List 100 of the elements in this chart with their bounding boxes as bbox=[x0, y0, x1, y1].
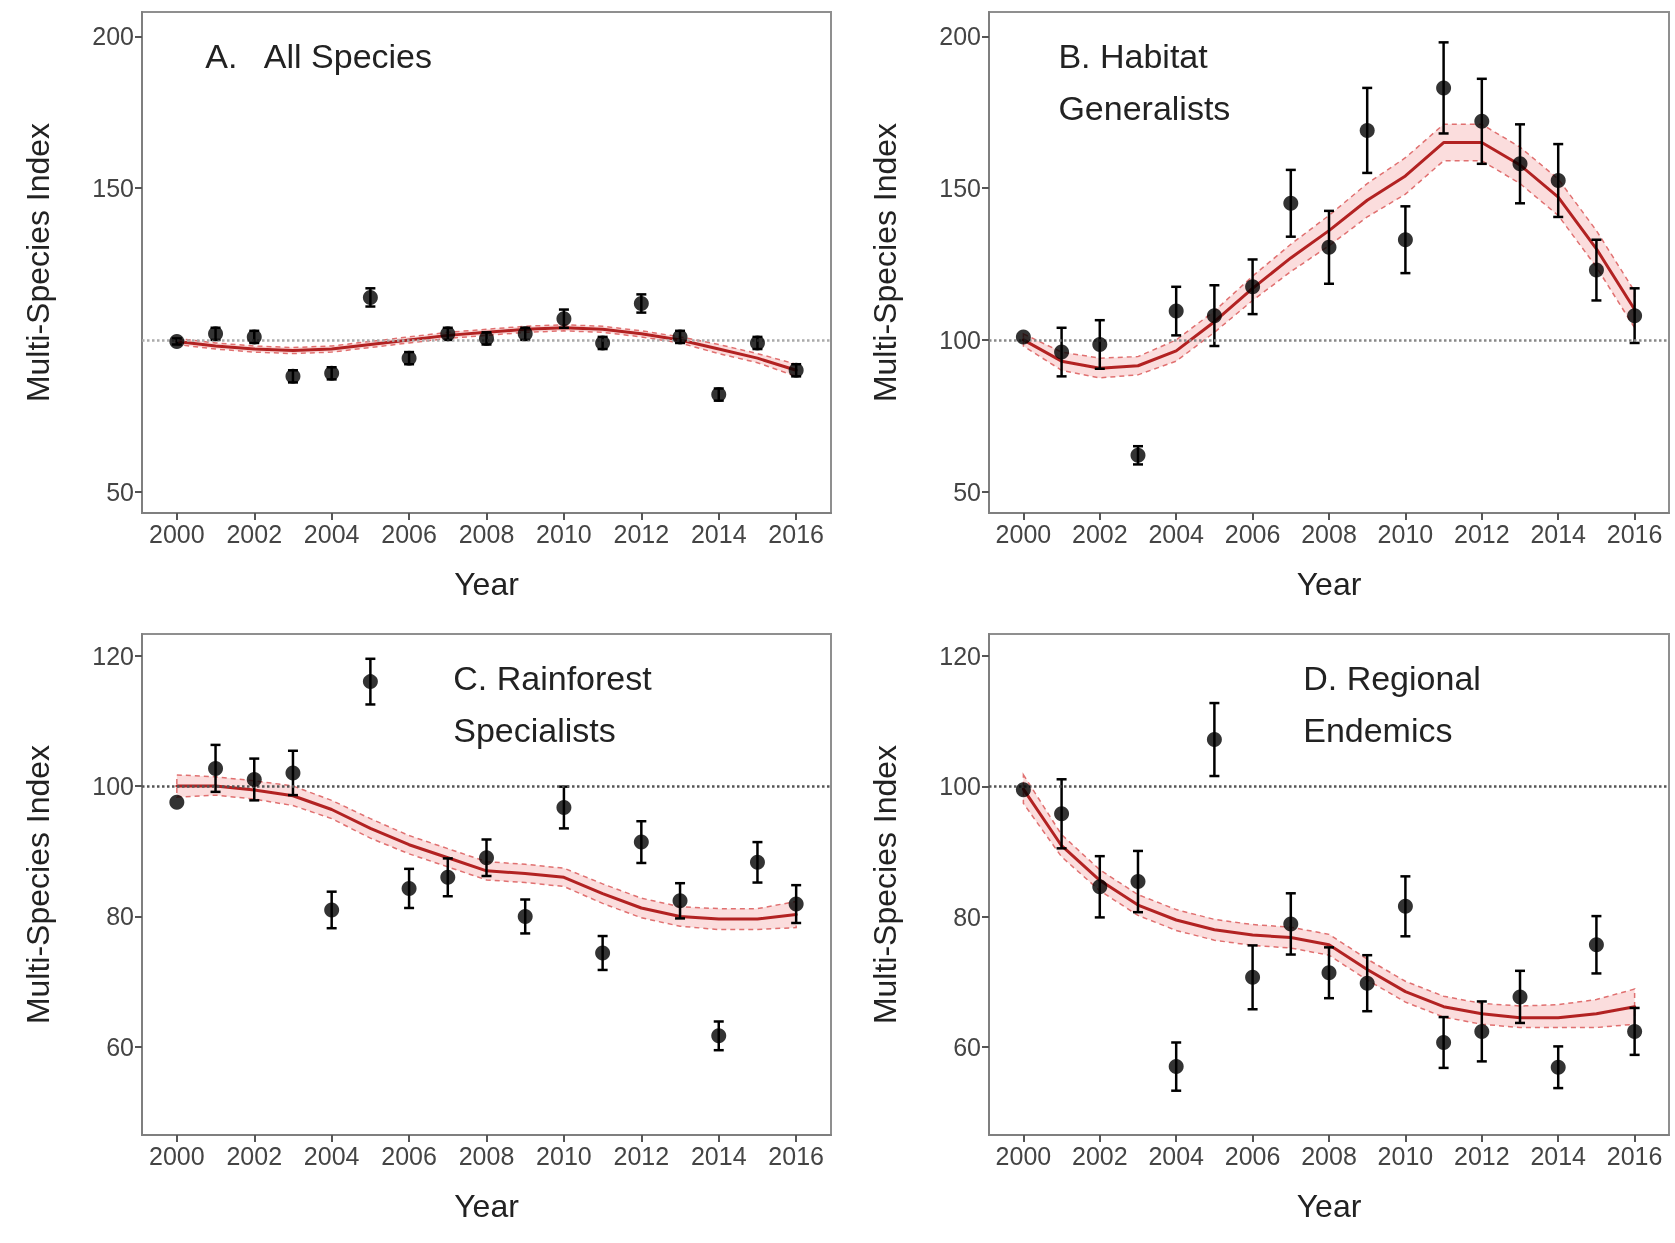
y-tick-label: 80 bbox=[953, 902, 981, 931]
point bbox=[1512, 989, 1528, 1005]
x-axis-title: Year bbox=[1296, 1188, 1362, 1224]
x-tick-label: 2010 bbox=[536, 519, 592, 548]
x-axis-title: Year bbox=[454, 566, 520, 602]
y-tick-label: 50 bbox=[106, 477, 134, 506]
y-tick-label: 200 bbox=[939, 22, 981, 51]
x-tick-label: 2008 bbox=[1301, 1141, 1357, 1170]
point bbox=[1550, 1059, 1566, 1075]
x-tick-label: 2004 bbox=[1148, 519, 1205, 548]
point bbox=[1397, 232, 1413, 248]
point bbox=[169, 333, 185, 349]
point bbox=[401, 880, 417, 896]
point bbox=[788, 896, 804, 912]
text: D. Regional Endemics bbox=[1303, 659, 1491, 749]
x-tick-label: 2000 bbox=[995, 1141, 1052, 1170]
point bbox=[517, 908, 533, 924]
y-tick-label: 100 bbox=[939, 772, 981, 801]
x-tick-label: 2014 bbox=[1530, 1141, 1587, 1170]
y-tick-label: 200 bbox=[92, 22, 134, 51]
x-tick-label: 2002 bbox=[1071, 1141, 1128, 1170]
x-tick-label: 2010 bbox=[1377, 1141, 1434, 1170]
y-tick-label: 60 bbox=[106, 1032, 134, 1061]
point bbox=[1359, 122, 1375, 138]
x-tick-label: 2012 bbox=[613, 1141, 670, 1170]
point bbox=[1092, 879, 1108, 895]
x-tick-label: 2014 bbox=[1530, 519, 1587, 548]
point bbox=[1283, 916, 1299, 932]
y-tick-label: 50 bbox=[953, 477, 981, 506]
y-tick-label: 60 bbox=[953, 1033, 981, 1062]
point bbox=[1627, 308, 1643, 324]
point bbox=[1474, 113, 1490, 129]
point bbox=[1054, 806, 1070, 822]
x-tick-label: 2006 bbox=[1224, 1141, 1281, 1170]
point bbox=[556, 800, 572, 816]
x-tick-label: 2004 bbox=[1148, 1141, 1205, 1170]
x-tick-label: 2016 bbox=[1606, 1141, 1663, 1170]
y-axis-title: Multi-Species Index bbox=[867, 744, 903, 1025]
point bbox=[1321, 965, 1337, 981]
point bbox=[633, 834, 649, 850]
x-axis-title: Year bbox=[454, 1188, 520, 1224]
x-tick-label: 2016 bbox=[768, 519, 824, 548]
point bbox=[324, 902, 340, 918]
point bbox=[1130, 874, 1146, 890]
point bbox=[749, 854, 765, 870]
point bbox=[711, 1028, 727, 1044]
x-tick-label: 2002 bbox=[226, 519, 283, 548]
y-tick-label: 100 bbox=[939, 325, 981, 354]
point bbox=[1168, 303, 1184, 319]
x-axis-title: Year bbox=[1296, 566, 1362, 602]
text: C. Rainforest Specialists bbox=[453, 659, 662, 749]
point bbox=[169, 794, 185, 810]
x-tick-label: 2008 bbox=[458, 519, 515, 548]
point bbox=[362, 674, 378, 690]
x-tick-label: 2000 bbox=[149, 1141, 205, 1170]
y-axis-title: Multi-Species Index bbox=[20, 122, 56, 403]
point bbox=[1092, 336, 1108, 352]
y-axis-title: Multi-Species Index bbox=[20, 744, 56, 1025]
point bbox=[1321, 239, 1337, 255]
point bbox=[1436, 1034, 1452, 1050]
point bbox=[1588, 262, 1604, 278]
x-tick-label: 2008 bbox=[458, 1141, 515, 1170]
x-tick-label: 2000 bbox=[995, 519, 1052, 548]
point bbox=[1550, 173, 1566, 189]
point bbox=[1627, 1023, 1643, 1039]
y-tick-label: 120 bbox=[92, 641, 134, 670]
x-tick-label: 2014 bbox=[690, 1141, 747, 1170]
x-tick-label: 2014 bbox=[690, 519, 747, 548]
point bbox=[1283, 195, 1299, 211]
point bbox=[440, 869, 456, 885]
point bbox=[285, 765, 301, 781]
point bbox=[1588, 937, 1604, 953]
x-tick-label: 2012 bbox=[1454, 1141, 1510, 1170]
point bbox=[1168, 1059, 1184, 1075]
text: A. All Species bbox=[205, 37, 433, 75]
point bbox=[1206, 732, 1222, 748]
point bbox=[1015, 329, 1031, 345]
point bbox=[1206, 308, 1222, 324]
point bbox=[1245, 969, 1261, 985]
x-tick-label: 2002 bbox=[1071, 519, 1128, 548]
point bbox=[1397, 898, 1413, 914]
point bbox=[672, 893, 688, 909]
point bbox=[1245, 279, 1261, 295]
x-tick-label: 2002 bbox=[226, 1141, 283, 1170]
x-tick-label: 2006 bbox=[1224, 519, 1281, 548]
x-tick-label: 2010 bbox=[536, 1141, 592, 1170]
x-tick-label: 2012 bbox=[613, 519, 670, 548]
x-tick-label: 2016 bbox=[1606, 519, 1663, 548]
y-tick-label: 150 bbox=[939, 174, 981, 203]
point bbox=[1436, 80, 1452, 96]
y-axis-title: Multi-Species Index bbox=[867, 122, 903, 403]
point bbox=[246, 771, 262, 787]
point bbox=[595, 945, 611, 961]
x-tick-label: 2004 bbox=[303, 1141, 360, 1170]
x-tick-label: 2006 bbox=[381, 519, 437, 548]
point bbox=[208, 760, 224, 776]
text: B. Habitat Generalists bbox=[1058, 37, 1231, 127]
x-tick-label: 2010 bbox=[1377, 519, 1434, 548]
x-tick-label: 2016 bbox=[768, 1141, 824, 1170]
point bbox=[479, 850, 494, 866]
